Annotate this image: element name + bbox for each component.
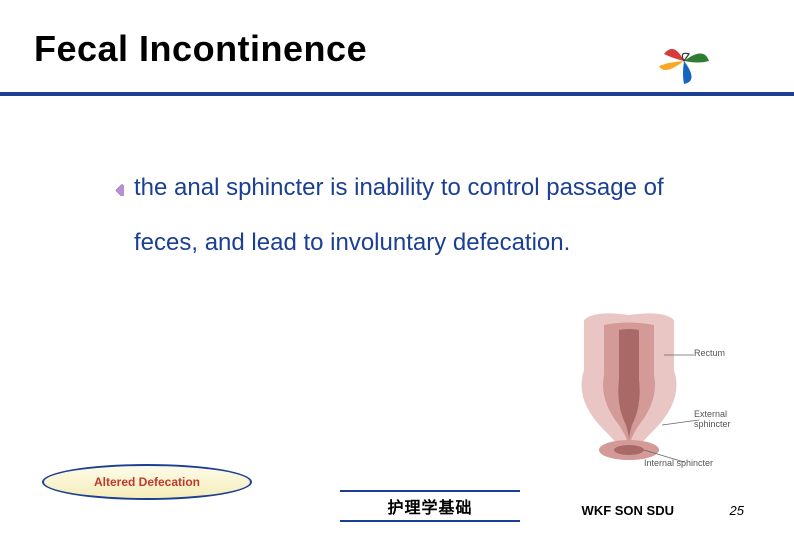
page-number: 25 xyxy=(730,503,744,518)
institution-logo-icon xyxy=(654,36,714,86)
definition-text: the anal sphincter is inability to contr… xyxy=(134,160,670,270)
content-block: the anal sphincter is inability to contr… xyxy=(110,160,670,270)
footer-course-title: 护理学基础 xyxy=(340,490,520,522)
anatomy-label-internal: Internal sphincter xyxy=(644,458,713,468)
anatomy-label-external: External sphincter xyxy=(694,410,739,430)
anatomy-label-rectum: Rectum xyxy=(694,348,725,358)
anatomy-diagram: Rectum External sphincter Internal sphin… xyxy=(534,310,724,470)
section-badge-text: Altered Defecation xyxy=(94,475,200,489)
title-underline xyxy=(0,92,794,96)
footer-attribution: WKF SON SDU xyxy=(582,503,674,518)
section-badge: Altered Defecation xyxy=(42,464,252,500)
diamond-bullet-icon xyxy=(110,174,124,211)
